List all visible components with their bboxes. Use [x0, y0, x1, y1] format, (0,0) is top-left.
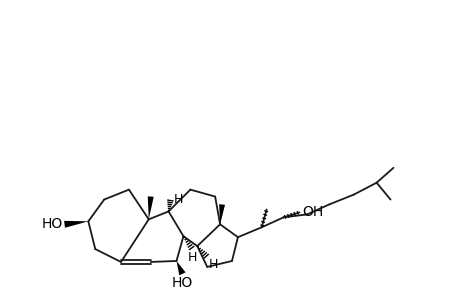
- Polygon shape: [176, 261, 185, 275]
- Text: HO: HO: [41, 217, 62, 231]
- Text: H: H: [209, 258, 218, 271]
- Polygon shape: [218, 204, 224, 224]
- Polygon shape: [147, 196, 153, 219]
- Text: H: H: [173, 193, 183, 206]
- Polygon shape: [64, 221, 88, 228]
- Text: OH: OH: [302, 206, 323, 219]
- Text: HO: HO: [172, 276, 193, 290]
- Text: H: H: [187, 251, 196, 264]
